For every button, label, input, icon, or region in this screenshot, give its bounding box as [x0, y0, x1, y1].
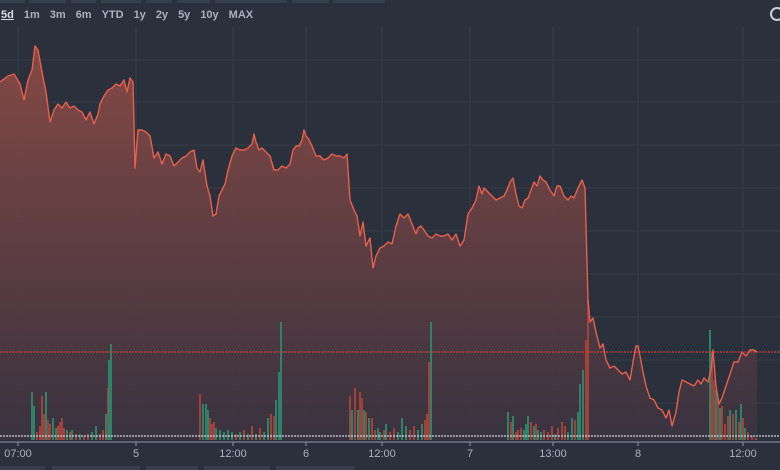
- toolbar-segment[interactable]: [276, 466, 355, 470]
- range-ytd[interactable]: YTD: [101, 9, 124, 21]
- range-1m[interactable]: 1m: [23, 9, 40, 21]
- price-area-fill: [0, 46, 757, 440]
- range-6m[interactable]: 6m: [75, 9, 92, 21]
- x-axis-label: 6: [302, 448, 310, 460]
- top-toolbar: [0, 0, 780, 4]
- x-axis-ticks: [17, 442, 744, 446]
- x-axis-label: 12:00: [219, 448, 247, 460]
- toolbar-segment[interactable]: [333, 0, 385, 3]
- volume-bars: [31, 300, 757, 440]
- range-3m[interactable]: 3m: [49, 9, 66, 21]
- x-axis-label: 13:00: [539, 448, 567, 460]
- reset-zoom-icon[interactable]: [770, 7, 780, 21]
- x-axis-label: 07:00: [4, 448, 32, 460]
- range-max[interactable]: MAX: [228, 9, 254, 21]
- toolbar-segment[interactable]: [52, 466, 140, 470]
- x-axis-label: 5: [132, 448, 140, 460]
- toolbar-segment[interactable]: [101, 0, 141, 3]
- price-line: [0, 45, 758, 427]
- toolbar-segment[interactable]: [215, 0, 287, 3]
- x-axis-label: 8: [634, 448, 642, 460]
- toolbar-segment[interactable]: [204, 466, 270, 470]
- x-axis-label: 12:00: [729, 448, 757, 460]
- toolbar-segment[interactable]: [29, 0, 66, 3]
- x-axis-label: 12:00: [368, 448, 396, 460]
- toolbar-segment[interactable]: [71, 0, 96, 3]
- toolbar-segment[interactable]: [0, 466, 45, 470]
- range-2y[interactable]: 2y: [155, 9, 169, 21]
- toolbar-segment[interactable]: [292, 0, 329, 3]
- range-10y[interactable]: 10y: [200, 9, 219, 21]
- toolbar-segment[interactable]: [146, 466, 198, 470]
- range-selector: 5d 1m 3m 6m YTD 1y 2y 5y 10y MAX: [0, 4, 258, 26]
- range-5d[interactable]: 5d: [1, 9, 14, 21]
- range-1y[interactable]: 1y: [133, 9, 146, 21]
- toolbar-segment[interactable]: [177, 0, 210, 3]
- toolbar-segment[interactable]: [146, 0, 172, 3]
- x-axis-label: 7: [466, 448, 474, 460]
- toolbar-segment[interactable]: [0, 0, 25, 3]
- range-5y[interactable]: 5y: [178, 9, 191, 21]
